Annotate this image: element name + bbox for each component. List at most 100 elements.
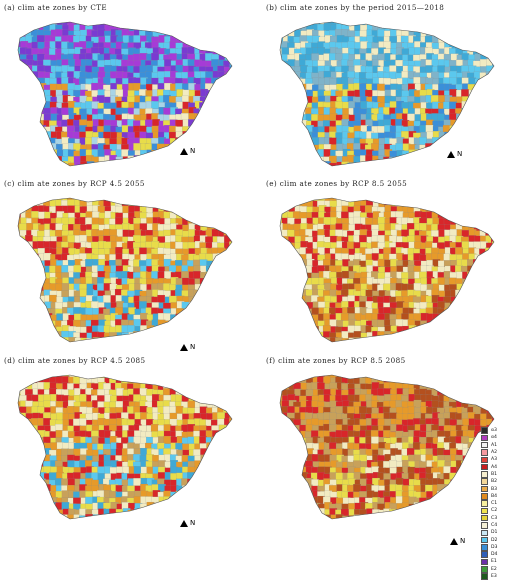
zone-cell [431, 155, 439, 163]
zone-cell [305, 22, 313, 26]
zone-cell [223, 344, 231, 352]
zone-cell [32, 198, 41, 202]
zone-cell [55, 338, 64, 342]
zone-cell [199, 199, 208, 208]
zone-cell [223, 484, 232, 493]
zone-cell [109, 168, 117, 176]
zone-cell [188, 119, 196, 127]
zone-cell [479, 336, 487, 342]
zone-cell [217, 377, 225, 386]
panel-title: (c) clim ate zones by RCP 4.5 2055 [4, 179, 145, 188]
zone-cell [479, 35, 487, 44]
zone-cell [462, 119, 471, 127]
zone-cell [20, 314, 29, 323]
zone-cell [31, 455, 40, 464]
zone-cell [224, 478, 232, 487]
zone-cell [121, 22, 130, 27]
zone-cell [306, 155, 314, 163]
zone-cell [104, 521, 112, 529]
zone-cell [461, 302, 470, 310]
zone-cell [152, 336, 160, 342]
zone-cell [408, 24, 416, 32]
zone-cell [85, 307, 94, 316]
zone-cell [444, 35, 453, 43]
zone-cell [176, 319, 184, 327]
zone-cell [69, 344, 77, 352]
zone-cell [475, 344, 483, 352]
zone-cell [282, 343, 290, 351]
zone-cell [491, 248, 494, 257]
panel-title: (b) clim ate zones by the period 2015—20… [266, 3, 445, 12]
zone-cell [26, 436, 35, 445]
zone-cell [31, 514, 39, 519]
zone-cell [224, 149, 232, 158]
zone-cell [419, 137, 427, 145]
zone-cell [91, 22, 100, 25]
zone-cell [438, 343, 446, 351]
zone-cell [19, 90, 28, 99]
zone-cell [293, 307, 302, 315]
zone-cell [25, 156, 34, 165]
zone-cell [449, 229, 458, 237]
zone-cell [280, 300, 285, 309]
zone-cell [384, 198, 393, 201]
zone-cell [474, 156, 483, 165]
zone-cell [462, 217, 470, 226]
zone-cell [479, 114, 488, 123]
zone-cell [19, 459, 27, 468]
zone-cell [176, 496, 185, 505]
zone-cell [288, 198, 296, 202]
zone-cell [20, 198, 28, 201]
zone-cell [298, 375, 307, 378]
zone-cell [218, 394, 227, 402]
zone-cell [223, 113, 231, 122]
zone-cell [485, 289, 494, 298]
zone-cell [230, 400, 232, 409]
zone-cell [480, 295, 488, 304]
zone-cell [153, 345, 161, 353]
zone-cell [31, 265, 40, 274]
zone-cell [211, 296, 220, 305]
zone-cell [67, 478, 76, 487]
zone-cell [223, 437, 232, 445]
zone-cell [407, 155, 416, 163]
zone-cell [449, 22, 458, 26]
zone-cell [281, 137, 290, 145]
zone-cell [390, 22, 398, 26]
zone-cell [145, 338, 153, 342]
zone-cell [491, 230, 494, 239]
zone-cell [74, 343, 82, 351]
zone-cell [306, 161, 315, 166]
zone-cell [32, 125, 40, 133]
zone-cell [67, 83, 76, 91]
panel-b: (b) clim ate zones by the period 2015—20… [262, 0, 524, 183]
zone-cell [157, 508, 165, 516]
zone-cell [211, 478, 220, 487]
zone-cell [26, 77, 35, 86]
zone-cell [18, 260, 21, 268]
zone-cell [152, 522, 160, 530]
zone-cell [175, 376, 183, 385]
zone-cell [199, 508, 208, 517]
zone-cell [306, 331, 315, 339]
zone-cell [485, 314, 494, 323]
zone-cell [324, 167, 332, 175]
zone-cell [145, 28, 153, 37]
zone-cell [31, 289, 39, 298]
zone-cell [432, 332, 440, 341]
zone-cell [281, 22, 290, 27]
zone-cell [288, 338, 296, 342]
panel-title: (e) clim ate zones by RCP 8.5 2055 [266, 179, 408, 188]
zone-cell [205, 149, 214, 158]
zone-cell [61, 290, 70, 299]
zone-cell [199, 393, 207, 402]
zone-cell [133, 375, 141, 379]
climate-zone-cells [280, 22, 494, 175]
zone-cell [467, 143, 476, 152]
zone-cell [200, 24, 208, 33]
zone-cell [157, 149, 166, 158]
zone-cell [91, 82, 99, 91]
zone-cell [474, 162, 482, 166]
zone-cell [229, 47, 232, 55]
zone-cell [473, 36, 482, 45]
